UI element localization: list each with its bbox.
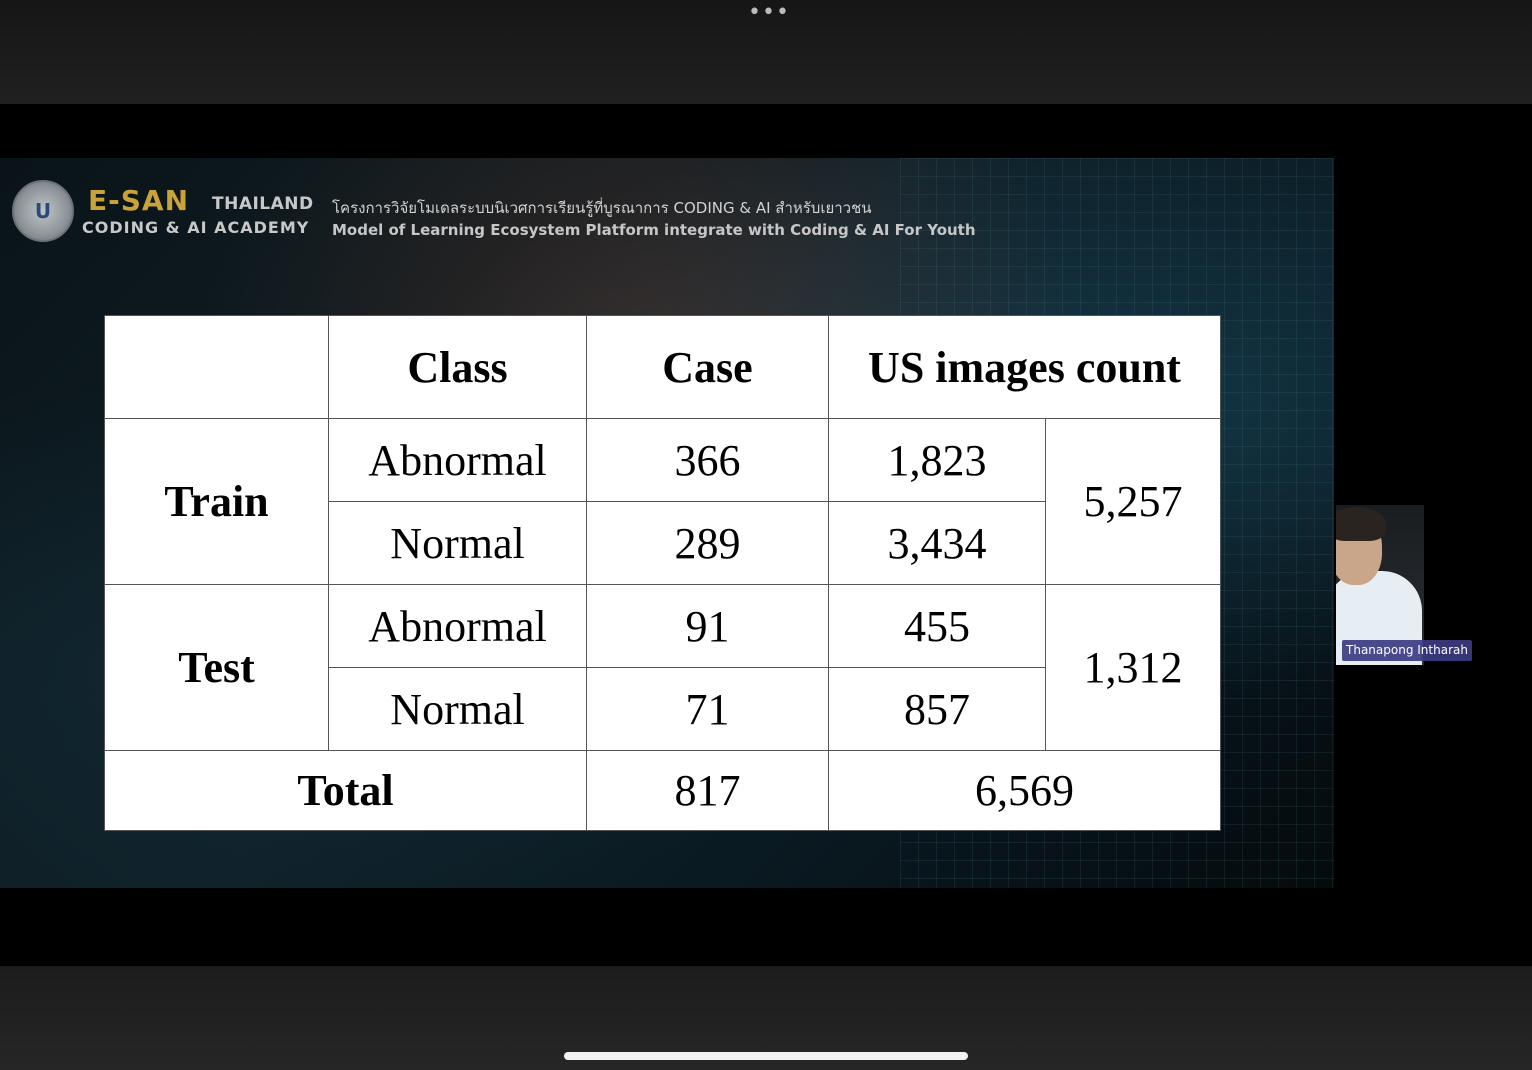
train-normal-class: Normal bbox=[328, 501, 587, 585]
table-row: Train Abnormal 366 1,823 5,257 bbox=[104, 418, 1221, 585]
brand-academy: CODING & AI ACADEMY bbox=[82, 218, 310, 237]
test-abnormal-images: 455 bbox=[828, 584, 1046, 668]
total-label: Total bbox=[104, 750, 587, 831]
test-normal-class: Normal bbox=[328, 667, 587, 751]
participant-hair bbox=[1336, 507, 1386, 541]
total-images: 6,569 bbox=[828, 750, 1221, 831]
brand-esan-logo: E-SAN bbox=[88, 184, 190, 217]
header-empty-cell bbox=[104, 315, 329, 419]
dataset-table: Class Case US images count Train Abnorma… bbox=[104, 315, 1221, 831]
train-abnormal-class: Abnormal bbox=[328, 418, 587, 502]
table-row: Test Abnormal 91 455 1,312 bbox=[104, 584, 1221, 751]
test-images-subtotal: 1,312 bbox=[1045, 584, 1221, 751]
total-case: 817 bbox=[586, 750, 829, 831]
slide-header-thai: โครงการวิจัยโมเดลระบบนิเวศการเรียนรู้ที่… bbox=[332, 199, 872, 217]
train-label: Train bbox=[104, 418, 329, 585]
slide-header-english: Model of Learning Ecosystem Platform int… bbox=[332, 221, 976, 239]
train-normal-images: 3,434 bbox=[828, 501, 1046, 585]
seal-emblem-icon: U bbox=[34, 199, 52, 223]
home-indicator[interactable] bbox=[564, 1052, 968, 1060]
participant-video-tile[interactable] bbox=[1336, 505, 1424, 665]
train-images-subtotal: 5,257 bbox=[1045, 418, 1221, 585]
brand-thailand: THAILAND bbox=[212, 194, 314, 214]
train-abnormal-case: 366 bbox=[586, 418, 829, 502]
university-seal-icon: U bbox=[12, 180, 74, 242]
train-normal-case: 289 bbox=[586, 501, 829, 585]
table-total-row: Total 817 6,569 bbox=[104, 750, 1221, 831]
train-abnormal-images: 1,823 bbox=[828, 418, 1046, 502]
top-bar: ••• bbox=[0, 0, 1532, 104]
more-options-icon[interactable]: ••• bbox=[748, 0, 790, 25]
header-us-images-count: US images count bbox=[828, 315, 1221, 419]
test-normal-images: 857 bbox=[828, 667, 1046, 751]
test-abnormal-class: Abnormal bbox=[328, 584, 587, 668]
test-abnormal-case: 91 bbox=[586, 584, 829, 668]
header-class: Class bbox=[328, 315, 587, 419]
test-label: Test bbox=[104, 584, 329, 751]
table-row: Normal 289 3,434 bbox=[105, 501, 1221, 585]
table-header-row: Class Case US images count bbox=[104, 315, 1221, 419]
test-normal-case: 71 bbox=[586, 667, 829, 751]
table-row: Normal 71 857 bbox=[105, 667, 1221, 751]
header-case: Case bbox=[586, 315, 829, 419]
participant-name-tag: Thanapong Intharah bbox=[1342, 640, 1472, 661]
